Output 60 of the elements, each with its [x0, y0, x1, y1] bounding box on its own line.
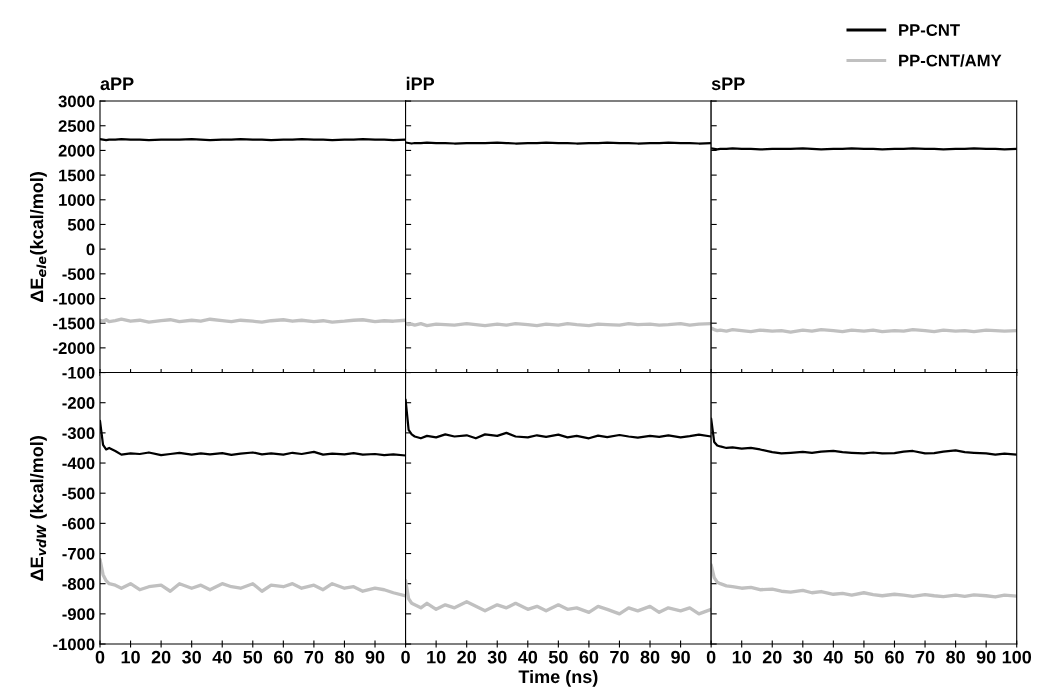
chart-title: aPP	[100, 77, 134, 91]
x-tick-label: 90	[976, 650, 996, 664]
y-tick-label: -1000	[53, 638, 95, 651]
x-tick-label: 60	[579, 650, 599, 664]
x-tick-label: 40	[823, 650, 843, 664]
x-tick-label: 10	[427, 650, 446, 664]
y-tick-label: -100	[62, 366, 95, 379]
x-tick-label: 30	[793, 650, 813, 664]
y-tick-label: -500	[62, 487, 95, 500]
y-tick-label: -200	[62, 397, 95, 409]
y-tick-label: 0	[86, 243, 95, 256]
legend-label: PP-CNT/AMY	[899, 54, 1002, 67]
x-tick-label: 40	[518, 650, 538, 664]
y-axis-title: ΔE$_{vdW}$ (kcal/mol)	[29, 436, 47, 581]
y-tick-label: 1000	[59, 194, 95, 206]
x-tick-label: 0	[706, 650, 716, 664]
y-tick-label: 500	[67, 218, 95, 231]
x-tick-label: 70	[610, 650, 629, 664]
x-tick-label: 80	[946, 650, 965, 664]
x-tick-label: 20	[457, 650, 476, 664]
x-tick-label: 60	[885, 650, 904, 664]
x-tick-label: 40	[212, 650, 232, 664]
x-tick-label: 50	[548, 650, 568, 664]
x-tick-label: 70	[304, 650, 324, 664]
chart-title: sPP	[711, 77, 745, 91]
y-tick-label: -800	[62, 578, 95, 590]
y-tick-label: 1500	[59, 169, 95, 182]
x-tick-label: 50	[854, 650, 874, 664]
x-tick-label: 10	[121, 650, 140, 664]
y-tick-label: -600	[62, 517, 95, 530]
y-tick-label: -900	[62, 608, 95, 621]
y-axis-title: ΔE$_{ele}$(kcal/mol)	[29, 172, 47, 302]
y-tick-label: -700	[62, 547, 95, 560]
x-tick-label: 80	[334, 650, 354, 664]
y-tick-label: 3000	[58, 95, 95, 108]
x-tick-label: 80	[640, 650, 660, 664]
chart-title: iPP	[406, 76, 435, 90]
y-tick-label: -400	[62, 457, 95, 470]
x-tick-label: 100	[1002, 650, 1032, 664]
y-tick-label: -500	[62, 268, 95, 281]
y-tick-label: 2000	[58, 144, 95, 157]
y-tick-label: -1500	[53, 317, 95, 330]
x-tick-label: 10	[732, 650, 751, 664]
y-tick-label: -2000	[53, 342, 95, 355]
x-tick-label: 0	[401, 650, 410, 664]
x-tick-label: 30	[182, 650, 201, 664]
y-tick-label: 2500	[58, 120, 95, 132]
y-tick-label: -1000	[53, 292, 95, 305]
legend-label: PP-CNT	[899, 24, 960, 36]
x-tick-label: 90	[671, 650, 690, 664]
x-axis-title: Time (ns)	[518, 669, 598, 687]
x-tick-label: 0	[95, 650, 105, 664]
x-tick-label: 70	[915, 650, 935, 664]
x-tick-label: 30	[487, 650, 507, 664]
x-tick-label: 20	[762, 650, 782, 664]
x-tick-label: 60	[273, 650, 293, 664]
y-tick-label: -300	[62, 427, 95, 440]
x-tick-label: 50	[243, 650, 263, 664]
x-tick-label: 90	[365, 650, 385, 664]
x-tick-label: 20	[151, 650, 171, 664]
